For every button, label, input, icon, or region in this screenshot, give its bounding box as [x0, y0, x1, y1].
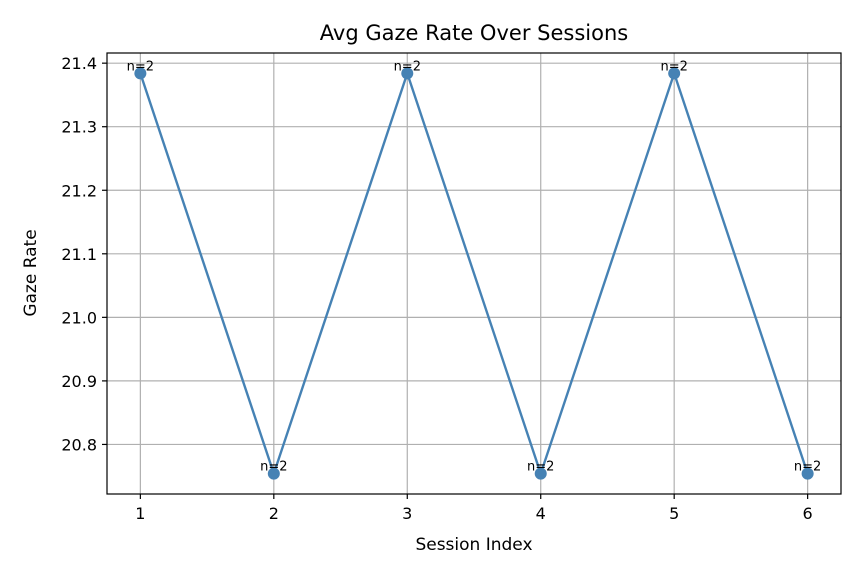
y-axis-label: Gaze Rate: [21, 229, 41, 316]
x-tick-label: 2: [269, 504, 279, 523]
y-tick-label: 20.9: [61, 372, 97, 391]
data-label: n=2: [527, 460, 554, 475]
x-tick-label: 5: [669, 504, 679, 523]
data-point: [267, 467, 280, 480]
grid-layer: [107, 53, 841, 494]
data-point: [668, 67, 681, 80]
x-tick-label: 4: [536, 504, 546, 523]
y-tick-label: 21.0: [61, 308, 97, 327]
data-label: n=2: [660, 59, 687, 74]
data-point: [134, 67, 147, 80]
plot-frame: [106, 52, 842, 495]
y-tick-label: 20.8: [61, 435, 97, 454]
series-layer: [134, 67, 814, 480]
series-line: [139, 72, 809, 475]
y-tick-label: 21.4: [61, 54, 97, 73]
data-label: n=2: [394, 59, 421, 74]
data-label-layer: n=2 n=2 n=2 n=2 n=2 n=2: [127, 59, 822, 474]
y-tick-label: 21.1: [61, 245, 97, 264]
data-label: n=2: [127, 59, 154, 74]
data-label: n=2: [794, 460, 821, 475]
data-point: [801, 467, 814, 480]
y-tick-label: 21.2: [61, 181, 97, 200]
x-axis-label: Session Index: [415, 535, 532, 555]
data-label: n=2: [260, 460, 287, 475]
tick-layer: 1 2 3 4 5 6 20.8 20.9 21.0 21.1 21.2 21.3 21.4: [61, 54, 812, 523]
x-tick-label: 6: [803, 504, 813, 523]
y-tick-label: 21.3: [61, 118, 97, 137]
chart-title: Avg Gaze Rate Over Sessions: [320, 21, 628, 45]
x-tick-label: 3: [402, 504, 412, 523]
x-tick-label: 1: [135, 504, 145, 523]
data-point: [534, 467, 547, 480]
data-point: [401, 67, 414, 80]
